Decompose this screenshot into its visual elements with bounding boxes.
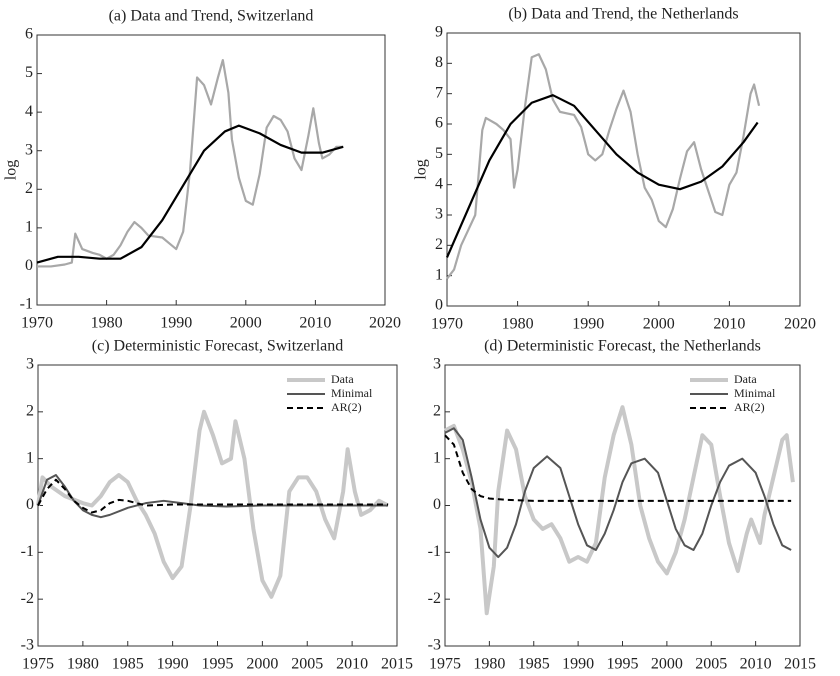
x-tick-label: 1970 bbox=[21, 315, 53, 332]
x-tick-label: 2000 bbox=[230, 315, 262, 332]
y-axis-label: log bbox=[3, 160, 20, 180]
x-tick-label: 2000 bbox=[246, 656, 278, 673]
y-tick-label: 2 bbox=[26, 403, 34, 420]
series-line bbox=[36, 409, 389, 599]
series-line bbox=[444, 434, 792, 502]
y-tick-label: 5 bbox=[25, 64, 33, 81]
y-tick-label: -1 bbox=[20, 296, 33, 313]
legend-label: AR(2) bbox=[734, 400, 765, 414]
panel: (a) Data and Trend, Switzerland log 1970 19… bbox=[3, 8, 401, 332]
y-axis-label: log bbox=[413, 159, 430, 179]
y-tick-label: 2 bbox=[433, 403, 441, 420]
y-tick-label: 0 bbox=[26, 496, 34, 513]
series-line bbox=[36, 124, 344, 264]
x-tick-label: 2010 bbox=[299, 315, 331, 332]
x-tick-label: 2005 bbox=[291, 656, 323, 673]
x-tick-label: 1990 bbox=[157, 656, 189, 673]
panel-title: (a) Data and Trend, Switzerland bbox=[109, 8, 314, 25]
y-tick-label: 3 bbox=[435, 206, 443, 223]
y-tick-label: 1 bbox=[433, 449, 441, 466]
x-tick-label: 1985 bbox=[112, 656, 144, 673]
x-tick-label: 1995 bbox=[607, 656, 639, 673]
x-tick-label: 1975 bbox=[429, 656, 461, 673]
x-tick-label: 2000 bbox=[643, 316, 675, 333]
y-tick-label: -3 bbox=[21, 637, 34, 654]
y-tick-label: 4 bbox=[435, 175, 443, 192]
panel: (d) Deterministic Forecast, the Netherla… bbox=[428, 338, 816, 673]
x-tick-label: 2015 bbox=[381, 656, 413, 673]
legend-label: Minimal bbox=[331, 386, 373, 400]
y-tick-label: 4 bbox=[25, 103, 33, 120]
y-tick-label: 0 bbox=[435, 297, 443, 314]
x-tick-label: 1995 bbox=[202, 656, 234, 673]
series-line bbox=[37, 58, 344, 268]
y-tick-label: -2 bbox=[428, 590, 441, 607]
y-tick-label: -1 bbox=[428, 543, 441, 560]
y-tick-label: 6 bbox=[25, 26, 33, 43]
series-line bbox=[446, 53, 761, 280]
panel-title: (d) Deterministic Forecast, the Netherla… bbox=[484, 338, 761, 355]
y-tick-label: 3 bbox=[26, 356, 34, 373]
y-tick-label: 1 bbox=[26, 449, 34, 466]
y-tick-label: 1 bbox=[435, 266, 443, 283]
y-tick-label: 3 bbox=[433, 356, 441, 373]
y-tick-label: -2 bbox=[21, 590, 34, 607]
panel-title: (c) Deterministic Forecast, Switzerland bbox=[92, 338, 343, 355]
legend-label: Data bbox=[734, 372, 757, 386]
x-tick-label: 1980 bbox=[502, 316, 534, 333]
y-tick-label: 0 bbox=[25, 257, 33, 274]
x-tick-label: 1980 bbox=[67, 656, 99, 673]
legend-label: Minimal bbox=[734, 386, 776, 400]
x-tick-label: 1975 bbox=[22, 656, 54, 673]
x-tick-label: 1990 bbox=[160, 315, 192, 332]
y-tick-label: 8 bbox=[435, 54, 443, 71]
x-tick-label: 2010 bbox=[713, 316, 745, 333]
series-line bbox=[37, 478, 389, 514]
x-tick-label: 1985 bbox=[518, 656, 550, 673]
x-tick-label: 2020 bbox=[369, 315, 401, 332]
series-line bbox=[37, 474, 389, 519]
y-tick-label: 1 bbox=[25, 219, 33, 236]
x-tick-label: 1980 bbox=[473, 656, 505, 673]
y-tick-label: 2 bbox=[25, 180, 33, 197]
series-line bbox=[445, 94, 759, 258]
panel: (b) Data and Trend, the Netherlandslog19… bbox=[413, 6, 816, 333]
x-tick-label: 2010 bbox=[336, 656, 368, 673]
y-tick-label: 6 bbox=[435, 115, 443, 132]
x-tick-label: 1990 bbox=[572, 316, 604, 333]
panel-title: (b) Data and Trend, the Netherlands bbox=[508, 6, 738, 23]
series-line bbox=[444, 427, 792, 559]
x-tick-label: 2015 bbox=[784, 656, 816, 673]
x-tick-label: 2005 bbox=[695, 656, 727, 673]
x-tick-label: 1970 bbox=[431, 316, 463, 333]
y-tick-label: -3 bbox=[428, 637, 441, 654]
series-line bbox=[444, 405, 795, 616]
x-tick-label: 1980 bbox=[91, 315, 123, 332]
y-tick-label: 5 bbox=[435, 145, 443, 162]
x-tick-label: 2000 bbox=[651, 656, 683, 673]
plot-frame bbox=[36, 34, 386, 306]
y-tick-label: 0 bbox=[433, 496, 441, 513]
y-tick-label: 7 bbox=[435, 84, 443, 101]
x-tick-label: 1990 bbox=[562, 656, 594, 673]
x-tick-label: 2020 bbox=[784, 316, 816, 333]
legend-label: AR(2) bbox=[331, 400, 362, 414]
legend-label: Data bbox=[331, 372, 354, 386]
y-tick-label: -1 bbox=[21, 543, 34, 560]
y-tick-label: 9 bbox=[435, 24, 443, 41]
panel: (c) Deterministic Forecast, Switzerland 1… bbox=[21, 338, 413, 673]
y-tick-label: 3 bbox=[25, 141, 33, 158]
plot-frame bbox=[446, 32, 801, 307]
x-tick-label: 2010 bbox=[740, 656, 772, 673]
y-tick-label: 2 bbox=[435, 236, 443, 253]
